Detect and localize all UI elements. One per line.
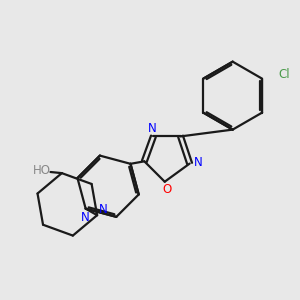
Text: O: O: [162, 183, 172, 196]
Text: N: N: [98, 203, 107, 216]
Text: N: N: [148, 122, 157, 135]
Text: N: N: [194, 156, 203, 169]
Text: N: N: [81, 211, 90, 224]
Text: Cl: Cl: [278, 68, 290, 81]
Text: HO: HO: [32, 164, 50, 177]
